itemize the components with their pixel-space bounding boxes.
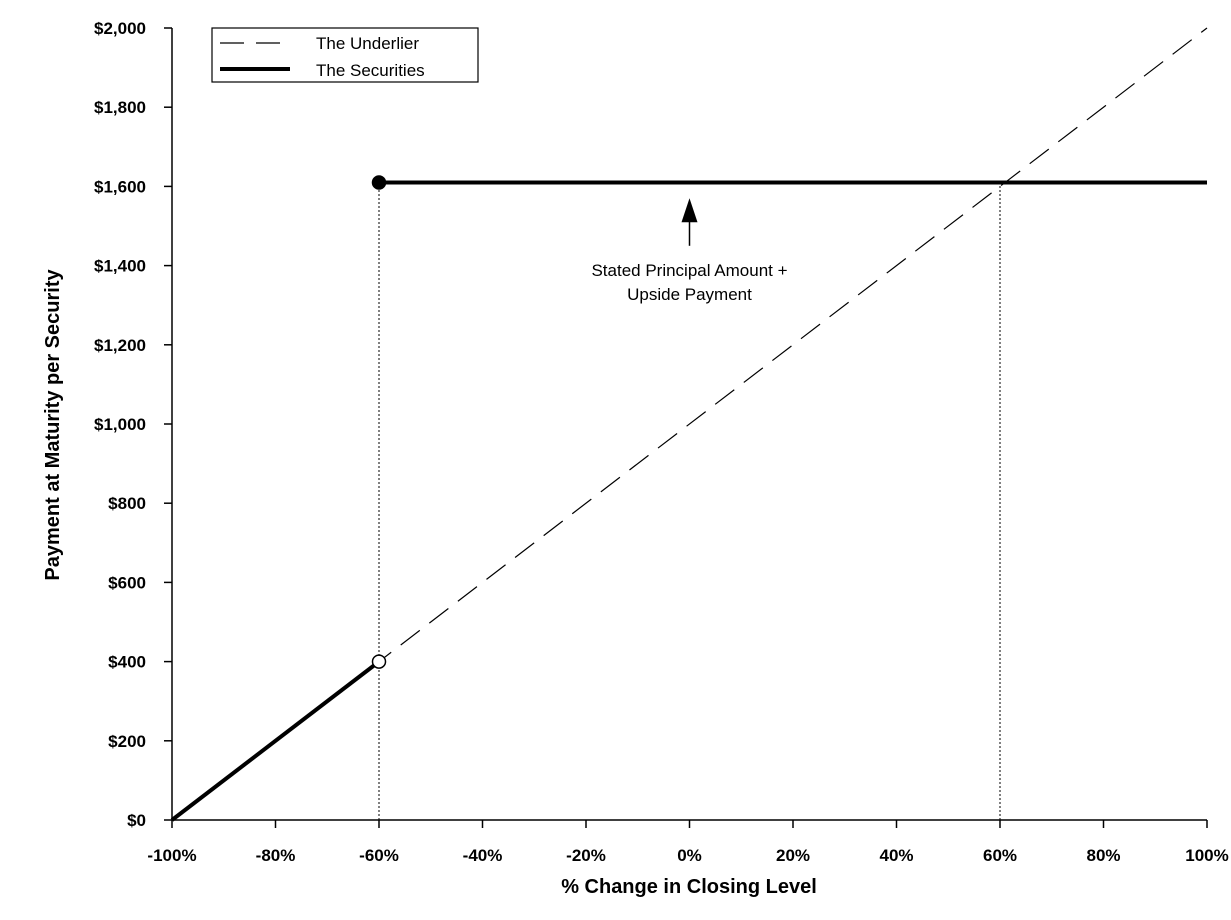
x-tick-label: 100% <box>1185 846 1228 865</box>
y-tick-label: $1,400 <box>94 257 146 276</box>
x-axis-title: % Change in Closing Level <box>561 876 817 898</box>
y-tick-label: $800 <box>108 494 146 513</box>
annotation-text-line: Stated Principal Amount + <box>591 261 787 280</box>
y-tick-label: $400 <box>108 653 146 672</box>
series-layer <box>170 27 1208 822</box>
y-tick-label: $2,000 <box>94 19 146 38</box>
filled-point-marker <box>371 175 387 190</box>
markers-layer <box>371 175 387 669</box>
legend-label-underlier: The Underlier <box>316 34 419 53</box>
axes: -100% -80% -60% -40% -20% 0% 20% 40% 60% 80% 100% $… <box>94 19 1229 865</box>
legend-label-securities: The Securities <box>316 61 425 80</box>
x-tick-label: 20% <box>776 846 810 865</box>
x-tick-label: -100% <box>147 846 196 865</box>
y-tick-label: $1,000 <box>94 415 146 434</box>
x-tick-label: -60% <box>359 846 399 865</box>
securities-line-lower-segment <box>170 660 381 822</box>
legend: The Underlier The Securities <box>211 27 479 83</box>
open-point-marker <box>371 654 387 669</box>
y-tick-label: $0 <box>127 811 146 830</box>
x-tick-label: 0% <box>677 846 702 865</box>
y-tick-label: $600 <box>108 573 146 592</box>
x-tick-label: 40% <box>879 846 913 865</box>
y-tick-label: $1,800 <box>94 98 146 117</box>
x-tick-label: -80% <box>256 846 296 865</box>
x-tick-label: -40% <box>463 846 503 865</box>
y-tick-label: $1,600 <box>94 177 146 196</box>
y-tick-label: $200 <box>108 732 146 751</box>
annotation-arrow-head <box>681 198 698 223</box>
x-tick-label: -20% <box>566 846 606 865</box>
y-axis-title: Payment at Maturity per Security <box>42 269 64 581</box>
annotation-text-line: Upside Payment <box>627 285 752 304</box>
x-tick-label: 60% <box>983 846 1017 865</box>
x-tick-label: 80% <box>1086 846 1120 865</box>
y-tick-label: $1,200 <box>94 336 146 355</box>
legend-box <box>211 27 479 83</box>
annotation: Stated Principal Amount + Upside Payment <box>591 198 788 304</box>
